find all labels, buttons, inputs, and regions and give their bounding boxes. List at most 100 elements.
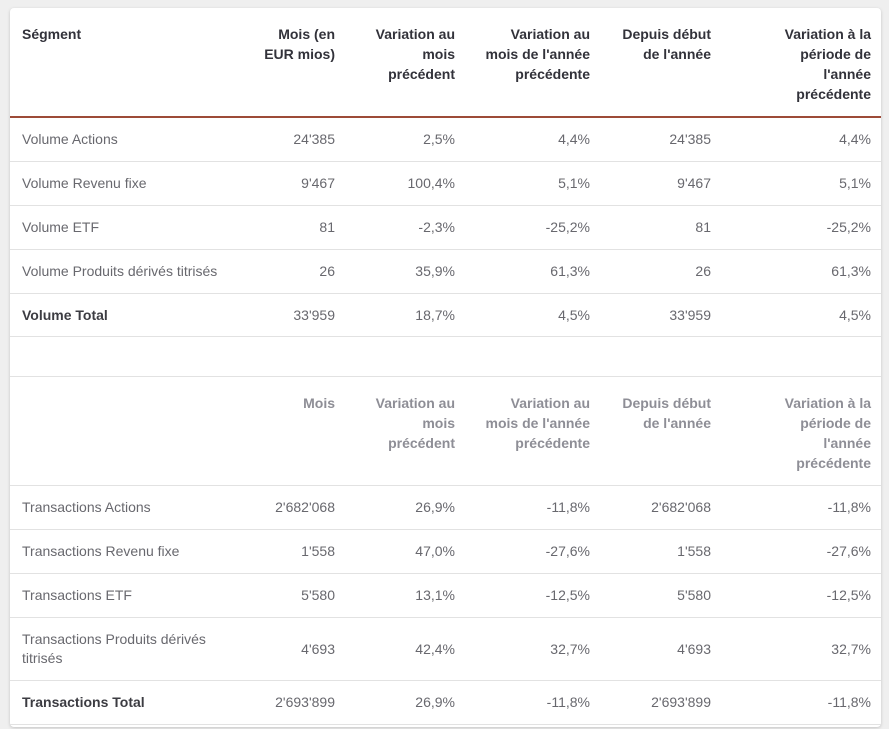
row-label: Transactions Revenu fixe xyxy=(10,529,250,575)
cell-value: -11,8% xyxy=(721,485,881,531)
cell-value: 13,1% xyxy=(345,573,465,619)
table-row: Transactions Actions 2'682'068 26,9% -11,8%… xyxy=(10,485,881,531)
row-label: Volume ETF xyxy=(10,205,250,250)
cell-value: -12,5% xyxy=(465,573,600,619)
table-row: Volume Total 33'959 18,7% 4,5% 33'959 4,5% xyxy=(10,293,881,338)
row-label: Volume Produits dérivés titrisés xyxy=(10,249,250,294)
column-header-label: Depuis début de l'année xyxy=(622,26,711,62)
column-header: Variation au mois précédent xyxy=(345,376,465,487)
table-row: Volume Produits dérivés titrisés 26 35,9% 6… xyxy=(10,249,881,294)
table-row: Transactions Revenu fixe 1'558 47,0% -27,6%… xyxy=(10,529,881,575)
cell-value: -27,6% xyxy=(721,529,881,575)
column-header: Variation au mois de l'année précédente xyxy=(465,8,600,118)
table-row: Transactions Total 2'693'899 26,9% -11,8% 2'… xyxy=(10,680,881,725)
cell-value: 42,4% xyxy=(345,617,465,681)
cell-value: 2'682'068 xyxy=(600,485,721,531)
cell-value: 5,1% xyxy=(721,161,881,206)
cell-value: 2'682'068 xyxy=(250,485,345,531)
column-header: Variation au mois de l'année précédente xyxy=(465,376,600,487)
cell-value: 5'580 xyxy=(250,573,345,619)
cell-value: 5,1% xyxy=(465,161,600,206)
cell-value: -25,2% xyxy=(465,205,600,250)
report-card: Ségment Mois (en EUR mios) Variation au mo… xyxy=(10,8,881,727)
cell-value: 4,4% xyxy=(465,117,600,162)
column-header-label: Variation à la période de l'année précéd… xyxy=(784,26,871,102)
cell-value: 18,7% xyxy=(345,293,465,338)
cell-value: 4,4% xyxy=(721,117,881,162)
cell-value: 1'558 xyxy=(250,529,345,575)
cell-value: 100,4% xyxy=(345,161,465,206)
column-header: Variation à la période de l'année précéd… xyxy=(721,8,881,118)
row-label: Volume Total xyxy=(10,293,250,338)
column-header-label: Depuis début de l'année xyxy=(622,395,711,432)
table-row: Volume Revenu fixe 9'467 100,4% 5,1% 9'467 5,… xyxy=(10,161,881,206)
cell-value: 2'693'899 xyxy=(250,680,345,725)
column-header: Mois xyxy=(250,376,345,487)
report-table-body: Ségment Mois (en EUR mios) Variation au mo… xyxy=(10,8,881,725)
cell-value: 2'693'899 xyxy=(600,680,721,725)
cell-value: 9'467 xyxy=(600,161,721,206)
table-row: Transactions Produits dérivés titrisés 4'… xyxy=(10,617,881,681)
spacer-row xyxy=(10,337,881,377)
row-label: Volume Actions xyxy=(10,117,250,162)
cell-value: 4,5% xyxy=(721,293,881,338)
column-header-label: Variation au mois précédent xyxy=(375,395,455,452)
column-header: Depuis début de l'année xyxy=(600,376,721,487)
row-label: Transactions Total xyxy=(10,680,250,725)
page-background: Ségment Mois (en EUR mios) Variation au mo… xyxy=(0,8,889,727)
table-header-secondary: Mois Variation au mois précédent Variation… xyxy=(10,376,881,487)
row-label: Volume Revenu fixe xyxy=(10,161,250,206)
row-label: Transactions Actions xyxy=(10,485,250,531)
cell-value: -27,6% xyxy=(465,529,600,575)
table-row: Volume ETF 81 -2,3% -25,2% 81 -25,2% xyxy=(10,205,881,250)
column-header-label: Variation au mois de l'année précédente xyxy=(485,395,590,452)
cell-value: 61,3% xyxy=(721,249,881,294)
cell-value: -12,5% xyxy=(721,573,881,619)
table-row: Transactions ETF 5'580 13,1% -12,5% 5'580 -12… xyxy=(10,573,881,619)
column-header-label: Ségment xyxy=(22,26,82,42)
report-table: Ségment Mois (en EUR mios) Variation au mo… xyxy=(10,8,881,725)
column-header-label: Mois xyxy=(303,395,335,412)
column-header-label: Mois (en EUR mios) xyxy=(264,26,335,62)
row-label: Transactions Produits dérivés titrisés xyxy=(10,617,250,681)
column-header-label: Variation à la période de l'année précéd… xyxy=(784,395,871,472)
cell-value: 4'693 xyxy=(600,617,721,681)
cell-value: 33'959 xyxy=(600,293,721,338)
cell-value: -2,3% xyxy=(345,205,465,250)
cell-value: 26,9% xyxy=(345,485,465,531)
cell-value: 61,3% xyxy=(465,249,600,294)
cell-value: 4,5% xyxy=(465,293,600,338)
cell-value: 24'385 xyxy=(600,117,721,162)
cell-value: 81 xyxy=(250,205,345,250)
cell-value: -25,2% xyxy=(721,205,881,250)
column-header: Variation à la période de l'année précéd… xyxy=(721,376,881,487)
column-header: Variation au mois précédent xyxy=(345,8,465,118)
table-row: Volume Actions 24'385 2,5% 4,4% 24'385 4,4% xyxy=(10,117,881,162)
spacer-cell xyxy=(10,337,881,377)
cell-value: 24'385 xyxy=(250,117,345,162)
row-label: Transactions ETF xyxy=(10,573,250,619)
cell-value: -11,8% xyxy=(465,485,600,531)
cell-value: 26 xyxy=(250,249,345,294)
cell-value: 47,0% xyxy=(345,529,465,575)
cell-value: 32,7% xyxy=(465,617,600,681)
cell-value: 4'693 xyxy=(250,617,345,681)
cell-value: 2,5% xyxy=(345,117,465,162)
cell-value: 5'580 xyxy=(600,573,721,619)
cell-value: 9'467 xyxy=(250,161,345,206)
cell-value: -11,8% xyxy=(465,680,600,725)
cell-value: 26 xyxy=(600,249,721,294)
column-header xyxy=(10,376,250,487)
column-header-label: Variation au mois de l'année précédente xyxy=(485,26,590,82)
column-header: Ségment xyxy=(10,8,250,118)
cell-value: 1'558 xyxy=(600,529,721,575)
cell-value: 33'959 xyxy=(250,293,345,338)
column-header-label: Variation au mois précédent xyxy=(375,26,455,82)
column-header: Depuis début de l'année xyxy=(600,8,721,118)
cell-value: 81 xyxy=(600,205,721,250)
cell-value: 35,9% xyxy=(345,249,465,294)
cell-value: 26,9% xyxy=(345,680,465,725)
cell-value: 32,7% xyxy=(721,617,881,681)
table-header-primary: Ségment Mois (en EUR mios) Variation au mo… xyxy=(10,8,881,118)
cell-value: -11,8% xyxy=(721,680,881,725)
